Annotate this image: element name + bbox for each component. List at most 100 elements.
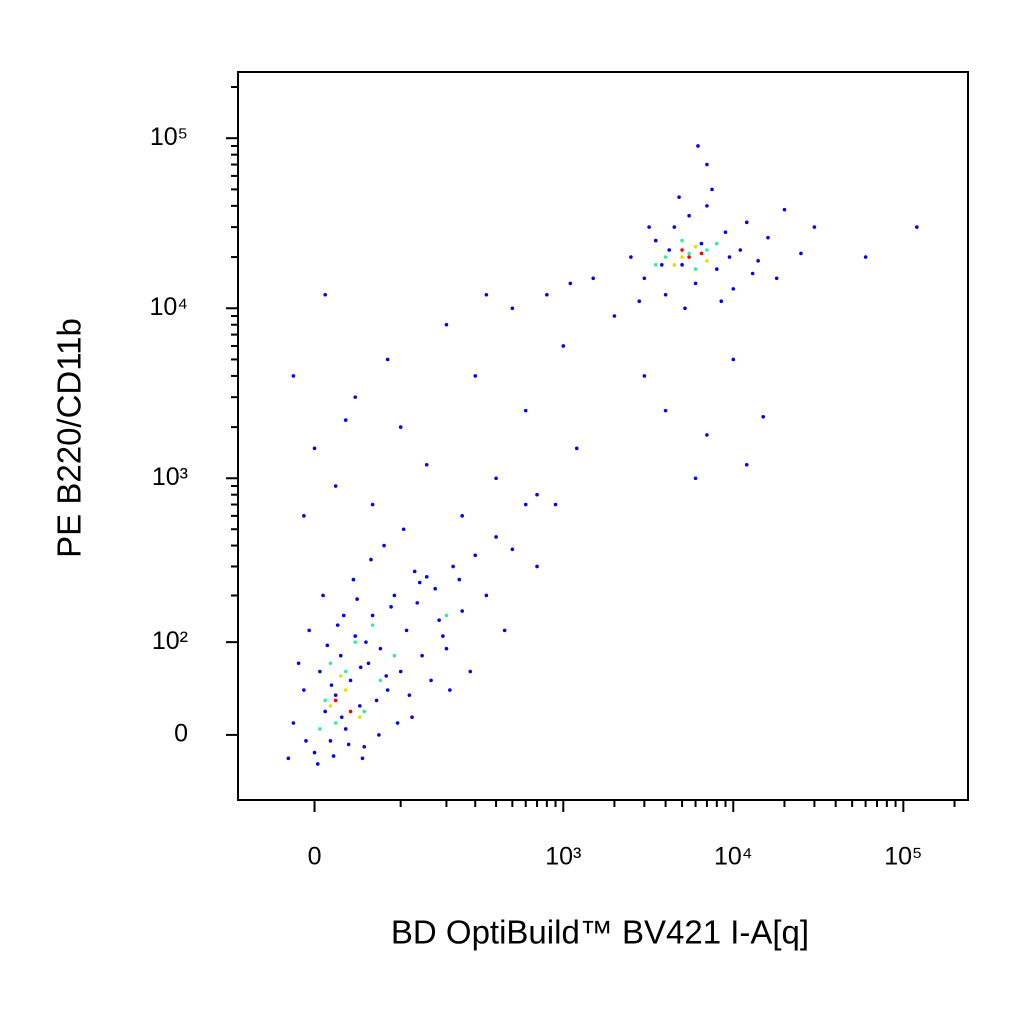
data-point [460, 514, 464, 518]
data-point [687, 213, 691, 218]
data-point [302, 688, 306, 692]
data-point [343, 669, 348, 674]
data-point [362, 709, 367, 714]
data-point [444, 322, 449, 327]
data-point [369, 557, 373, 562]
data-point [343, 727, 348, 731]
data-point [384, 674, 389, 678]
data-point [799, 251, 803, 256]
data-point [699, 241, 704, 246]
x-tick-label: 10³ [545, 843, 581, 871]
data-point [370, 623, 375, 627]
data-point [510, 306, 515, 311]
data-point [714, 241, 719, 246]
data-point [756, 259, 760, 263]
data-point [468, 669, 473, 674]
data-point [782, 207, 787, 212]
data-point [412, 569, 417, 574]
data-point [395, 721, 400, 725]
data-point [429, 678, 433, 683]
data-point [642, 374, 647, 378]
data-point [863, 255, 868, 259]
data-point [302, 514, 306, 518]
data-point [774, 276, 779, 281]
data-point [561, 344, 566, 348]
data-point [535, 564, 539, 569]
data-point [719, 299, 724, 304]
data-point [333, 484, 338, 488]
data-point [312, 446, 317, 451]
data-point [377, 733, 381, 737]
data-point [699, 251, 704, 256]
y-tick-label: 10⁴ [149, 293, 188, 321]
data-point [417, 580, 422, 585]
data-point [705, 204, 709, 208]
data-point [672, 263, 677, 267]
data-point [338, 653, 343, 658]
data-point [494, 476, 498, 481]
y-tick-label: 0 [174, 720, 188, 748]
data-point [358, 704, 362, 708]
data-point [407, 693, 412, 697]
data-point [333, 721, 338, 725]
data-point [591, 276, 595, 281]
data-point [338, 674, 343, 678]
data-point [680, 248, 684, 252]
data-point [343, 418, 348, 422]
data-point [484, 593, 489, 598]
data-point [460, 609, 464, 613]
data-point [663, 255, 668, 259]
data-point [574, 446, 579, 451]
data-point [424, 574, 429, 579]
data-point [404, 628, 409, 633]
data-point [687, 251, 691, 256]
data-point [329, 683, 334, 687]
data-point [502, 628, 507, 633]
data-point [710, 187, 714, 192]
data-point [333, 698, 338, 703]
data-point [318, 727, 322, 731]
data-point [341, 613, 346, 618]
data-point [364, 640, 368, 644]
data-point [304, 739, 308, 743]
data-point [727, 255, 732, 259]
x-tick-label: 0 [308, 843, 322, 871]
data-point [545, 292, 549, 297]
data-point [358, 665, 363, 670]
plot-frame [237, 71, 969, 801]
data-point [660, 263, 664, 267]
data-point [693, 267, 698, 271]
data-point [307, 628, 311, 633]
data-point [915, 225, 919, 229]
data-point [291, 721, 296, 725]
data-point [385, 357, 390, 362]
data-point [323, 709, 328, 714]
data-point [351, 577, 356, 582]
data-point [677, 195, 681, 199]
data-point [653, 263, 658, 267]
data-point [374, 698, 379, 703]
data-point [553, 502, 558, 507]
data-point [433, 586, 437, 591]
data-point [510, 547, 515, 552]
data-point [323, 292, 328, 297]
data-point [744, 220, 749, 225]
x-axis-label: BD OptiBuild™ BV421 I-A[q] [391, 914, 809, 951]
data-point [723, 230, 728, 235]
data-point [523, 408, 528, 413]
data-point [705, 433, 709, 437]
data-point [335, 623, 340, 627]
data-point [328, 704, 333, 708]
data-point [362, 744, 367, 749]
data-point [358, 715, 362, 720]
data-point [523, 502, 528, 507]
data-point [389, 605, 393, 609]
data-point [378, 678, 383, 683]
data-point [328, 661, 333, 666]
data-point [353, 634, 358, 638]
y-tick-label: 10³ [152, 463, 188, 491]
data-point [286, 756, 291, 761]
data-point [318, 669, 322, 674]
